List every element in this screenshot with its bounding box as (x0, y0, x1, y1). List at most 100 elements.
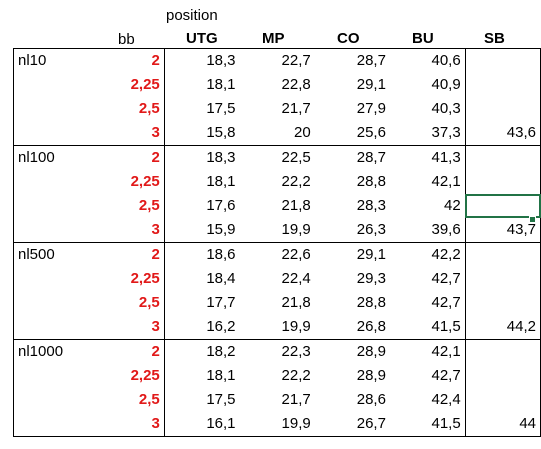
bb-cell[interactable]: 3 (89, 218, 165, 243)
value-cell-sb[interactable] (465, 291, 541, 315)
value-cell-sb[interactable] (465, 364, 541, 388)
value-cell-co[interactable]: 29,3 (356, 270, 386, 287)
value-cell-bu[interactable]: 42,2 (389, 242, 466, 267)
bb-cell[interactable]: 3 (89, 315, 165, 340)
value-cell-mp[interactable]: 22,3 (239, 339, 315, 364)
value-cell-co[interactable]: 25,6 (356, 124, 386, 141)
value-cell-bu[interactable]: 41,5 (389, 315, 466, 340)
value-cell-sb[interactable] (465, 170, 541, 194)
value-cell-mp[interactable]: 22,7 (239, 48, 315, 73)
value-cell-co[interactable]: 26,7 (314, 412, 390, 437)
bb-cell[interactable]: 2,25 (89, 73, 165, 97)
value-cell-bu[interactable]: 41,5 (389, 412, 466, 437)
group-name-cell[interactable]: nl10 (13, 48, 90, 73)
value-cell-co[interactable]: 28,8 (356, 173, 386, 190)
group-name-cell[interactable]: nl100 (13, 145, 90, 170)
value-cell-mp[interactable]: 20 (294, 124, 311, 141)
value-cell-co[interactable]: 29,1 (356, 76, 386, 93)
value-cell-co[interactable]: 28,8 (356, 294, 386, 311)
value-cell-utg[interactable]: 18,3 (164, 48, 240, 73)
group-name-cell[interactable]: nl1000 (13, 339, 90, 364)
value-cell-bu[interactable]: 42,4 (389, 388, 466, 412)
value-cell-co[interactable]: 28,7 (314, 145, 390, 170)
value-cell-utg[interactable]: 17,5 (206, 391, 236, 408)
value-cell-sb[interactable] (465, 48, 541, 73)
value-cell-utg[interactable]: 16,1 (164, 412, 240, 437)
bb-cell[interactable]: 2 (89, 48, 165, 73)
value-cell-mp[interactable]: 21,7 (281, 391, 311, 408)
bb-cell[interactable]: 2,25 (89, 267, 165, 291)
column-header-mp[interactable]: MP (262, 30, 285, 47)
bb-cell[interactable]: 2,25 (89, 170, 165, 194)
value-cell-co[interactable]: 26,8 (356, 318, 386, 335)
value-cell-utg[interactable]: 17,7 (206, 294, 236, 311)
value-cell-sb[interactable] (465, 388, 541, 412)
column-header-bu[interactable]: BU (412, 30, 434, 47)
bb-cell[interactable]: 2 (89, 339, 165, 364)
selected-cell[interactable] (465, 194, 541, 218)
value-cell-bu[interactable]: 42 (389, 194, 466, 218)
value-cell-mp[interactable]: 22,8 (281, 76, 311, 93)
value-cell-sb[interactable] (465, 267, 541, 291)
value-cell-bu[interactable]: 40,9 (389, 73, 466, 97)
value-cell-bu[interactable]: 42,7 (389, 291, 466, 315)
bb-cell[interactable]: 3 (89, 412, 165, 437)
value-cell-utg[interactable]: 15,9 (206, 221, 236, 238)
bb-cell[interactable]: 2,5 (89, 388, 165, 412)
value-cell-utg[interactable]: 18,6 (164, 242, 240, 267)
bb-cell[interactable]: 3 (89, 121, 165, 146)
value-cell-sb[interactable] (465, 339, 541, 364)
column-header-sb[interactable]: SB (484, 30, 505, 47)
bb-cell[interactable]: 2 (89, 242, 165, 267)
value-cell-mp[interactable]: 19,9 (281, 318, 311, 335)
value-cell-co[interactable]: 28,9 (314, 339, 390, 364)
value-cell-sb[interactable]: 43,6 (465, 121, 541, 146)
value-cell-mp[interactable]: 19,9 (281, 221, 311, 238)
value-cell-utg[interactable]: 18,1 (206, 173, 236, 190)
value-cell-co[interactable]: 26,3 (356, 221, 386, 238)
bb-cell[interactable]: 2,5 (89, 194, 165, 218)
value-cell-co[interactable]: 29,1 (314, 242, 390, 267)
value-cell-mp[interactable]: 22,5 (239, 145, 315, 170)
value-cell-utg[interactable]: 17,6 (206, 197, 236, 214)
value-cell-sb[interactable]: 43,7 (465, 218, 541, 243)
value-cell-bu[interactable]: 42,7 (389, 364, 466, 388)
value-cell-co[interactable]: 28,6 (356, 391, 386, 408)
value-cell-sb[interactable] (465, 242, 541, 267)
value-cell-utg[interactable]: 16,2 (206, 318, 236, 335)
value-cell-utg[interactable]: 18,4 (206, 270, 236, 287)
bb-cell[interactable]: 2,5 (89, 97, 165, 121)
value-cell-sb[interactable]: 44,2 (465, 315, 541, 340)
value-cell-bu[interactable]: 40,6 (389, 48, 466, 73)
value-cell-co[interactable]: 28,9 (356, 367, 386, 384)
empty-cell[interactable] (13, 412, 90, 437)
value-cell-co[interactable]: 28,7 (314, 48, 390, 73)
empty-cell[interactable] (13, 121, 90, 146)
empty-cell[interactable] (13, 170, 90, 194)
value-cell-bu[interactable]: 42,1 (389, 170, 466, 194)
value-cell-mp[interactable]: 21,7 (281, 100, 311, 117)
value-cell-bu[interactable]: 42,1 (389, 339, 466, 364)
value-cell-bu[interactable]: 41,3 (389, 145, 466, 170)
value-cell-mp[interactable]: 19,9 (239, 412, 315, 437)
value-cell-utg[interactable]: 18,1 (206, 76, 236, 93)
value-cell-utg[interactable]: 15,8 (206, 124, 236, 141)
bb-cell[interactable]: 2,5 (89, 291, 165, 315)
value-cell-bu[interactable]: 37,3 (389, 121, 466, 146)
value-cell-utg[interactable]: 18,3 (164, 145, 240, 170)
value-cell-mp[interactable]: 22,2 (281, 173, 311, 190)
bb-cell[interactable]: 2,25 (89, 364, 165, 388)
column-header-utg[interactable]: UTG (186, 30, 218, 47)
column-header-co[interactable]: CO (337, 30, 360, 47)
value-cell-sb[interactable] (465, 97, 541, 121)
value-cell-utg[interactable]: 18,1 (206, 367, 236, 384)
value-cell-sb[interactable]: 44 (465, 412, 541, 437)
empty-cell[interactable] (13, 315, 90, 340)
value-cell-mp[interactable]: 21,8 (281, 294, 311, 311)
value-cell-bu[interactable]: 40,3 (389, 97, 466, 121)
group-name-cell[interactable]: nl500 (13, 242, 90, 267)
empty-cell[interactable] (13, 364, 90, 388)
bb-cell[interactable]: 2 (89, 145, 165, 170)
value-cell-mp[interactable]: 22,4 (281, 270, 311, 287)
value-cell-mp[interactable]: 22,6 (239, 242, 315, 267)
